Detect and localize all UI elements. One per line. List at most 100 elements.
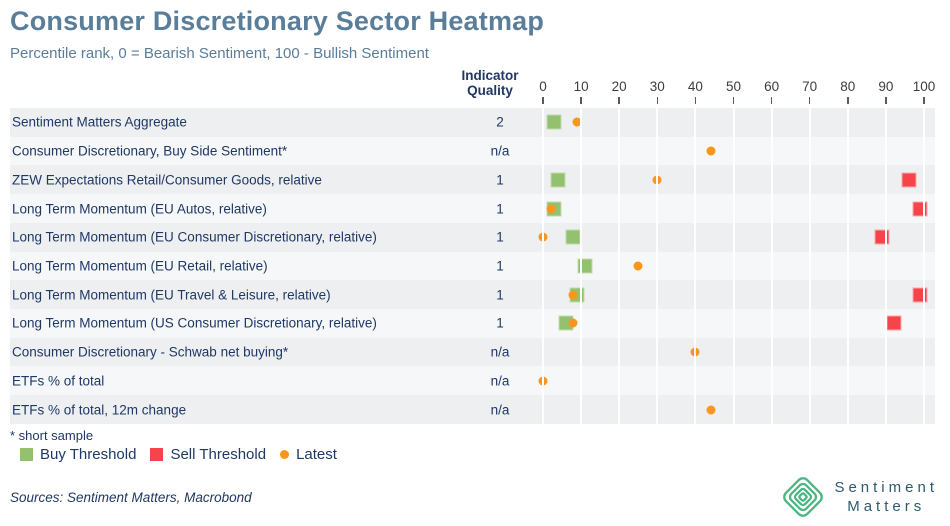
table-row: ZEW Expectations Retail/Consumer Goods, … [10, 165, 935, 195]
table-row: Long Term Momentum (US Consumer Discreti… [10, 309, 935, 338]
gridline [580, 108, 583, 424]
legend-buy-label: Buy Threshold [40, 446, 137, 463]
x-axis-tick-mark [885, 97, 887, 104]
chart-subtitle: Percentile rank, 0 = Bearish Sentiment, … [10, 45, 429, 62]
indicator-quality-value: n/a [490, 402, 510, 418]
indicator-label: Long Term Momentum (EU Retail, relative) [12, 258, 268, 274]
legend-item-latest: Latest [280, 446, 337, 463]
x-axis-ticks [10, 97, 935, 105]
table-row: Sentiment Matters Aggregate 2 [10, 108, 935, 137]
x-axis-tick-mark [923, 97, 925, 104]
gridline [618, 108, 621, 424]
x-axis-label: 10 [573, 79, 589, 94]
x-axis-label: 30 [649, 79, 665, 94]
indicator-label: Consumer Discretionary, Buy Side Sentime… [12, 143, 288, 159]
logo-line1: Sentiment [834, 479, 938, 496]
table-row: Consumer Discretionary - Schwab net buyi… [10, 337, 935, 367]
x-axis-tick-mark [847, 97, 849, 104]
indicator-quality-value: 1 [496, 229, 504, 245]
table-row: Long Term Momentum (EU Retail, relative)… [10, 251, 935, 281]
indicator-label: Consumer Discretionary - Schwab net buyi… [12, 344, 289, 360]
buy-threshold-marker [550, 172, 566, 188]
table-row: ETFs % of total, 12m change n/a [10, 395, 935, 424]
table-row: Consumer Discretionary, Buy Side Sentime… [10, 136, 935, 166]
x-axis-label: 60 [764, 79, 780, 94]
sell-threshold-marker [912, 201, 928, 217]
table-row: Long Term Momentum (EU Consumer Discreti… [10, 222, 935, 252]
latest-value-marker [568, 318, 578, 328]
indicator-quality-value: n/a [490, 373, 510, 389]
buy-threshold-marker [565, 229, 581, 245]
sell-threshold-marker [912, 287, 928, 303]
gridline [884, 108, 887, 424]
indicator-quality-value: 1 [496, 315, 504, 331]
latest-value-marker [706, 146, 716, 156]
indicator-quality-header-line1: Indicator [461, 68, 519, 83]
latest-value-marker [572, 117, 582, 127]
indicator-label: Sentiment Matters Aggregate [12, 114, 187, 130]
page-title: Consumer Discretionary Sector Heatmap [10, 6, 545, 36]
x-axis-label: 0 [539, 79, 547, 94]
indicator-quality-value: n/a [490, 143, 510, 159]
sell-threshold-marker [874, 229, 890, 245]
x-axis-tick-mark [618, 97, 620, 104]
gridline [846, 108, 849, 424]
table-row: Long Term Momentum (EU Travel & Leisure,… [10, 280, 935, 310]
indicator-label: Long Term Momentum (EU Autos, relative) [12, 201, 267, 217]
legend-item-sell: Sell Threshold [150, 446, 266, 463]
sentiment-matters-logo: Sentiment Matters [780, 474, 938, 520]
x-axis-label: 20 [611, 79, 627, 94]
logo-wordmark: Sentiment Matters [834, 478, 938, 516]
latest-dot-icon [280, 450, 290, 459]
x-axis-tick-mark [732, 97, 735, 104]
legend-latest-label: Latest [296, 446, 337, 463]
indicator-label: Long Term Momentum (US Consumer Discreti… [12, 315, 377, 331]
x-axis-tick-mark [580, 97, 582, 104]
sentiment-matters-logo-icon [783, 477, 824, 517]
table-row: Long Term Momentum (EU Autos, relative) 1 [10, 194, 935, 223]
gridline [808, 108, 811, 424]
gridline [656, 108, 659, 424]
heatmap-rows: Sentiment Matters Aggregate 2 Consumer Dis… [10, 108, 935, 424]
indicator-label: ETFs % of total, 12m change [12, 402, 187, 418]
x-axis-label: 50 [725, 79, 742, 94]
x-axis-tick-mark [770, 97, 773, 104]
indicator-quality-value: 1 [496, 287, 504, 303]
latest-value-marker [633, 261, 643, 271]
gridline [542, 108, 544, 424]
latest-value-marker [706, 405, 716, 415]
sell-threshold-marker [901, 172, 917, 188]
x-axis-label: 90 [878, 79, 894, 94]
gridline [770, 108, 773, 424]
indicator-quality-value: 1 [496, 172, 504, 188]
table-row: ETFs % of total n/a [10, 366, 935, 396]
sources-line: Sources: Sentiment Matters, Macrobond [10, 490, 252, 505]
indicator-quality-header: Indicator Quality [448, 68, 532, 98]
latest-value-marker [568, 290, 578, 300]
indicator-quality-value: 1 [496, 201, 504, 217]
gridline [923, 108, 925, 424]
indicator-quality-value: 2 [496, 114, 504, 130]
indicator-quality-value: n/a [490, 344, 510, 360]
legend: Buy Threshold Sell Threshold Latest [20, 446, 337, 463]
gridline [732, 108, 735, 424]
buy-threshold-swatch-icon [20, 448, 33, 461]
x-axis-tick-mark [542, 97, 544, 104]
latest-value-marker [546, 204, 556, 214]
gridline [694, 108, 697, 424]
x-axis-tick-mark [694, 97, 697, 104]
legend-item-buy: Buy Threshold [20, 446, 136, 463]
x-axis-tick-mark [656, 97, 659, 104]
x-axis-label: 70 [802, 79, 818, 94]
indicator-label: Long Term Momentum (EU Consumer Discreti… [12, 229, 377, 245]
x-axis-label: 80 [840, 79, 856, 94]
x-axis: 0 10 20 30 40 50 60 70 80 90 100 [10, 79, 935, 95]
x-axis-label: 40 [687, 79, 703, 94]
indicator-quality-value: 1 [496, 258, 504, 274]
sell-threshold-marker [886, 315, 902, 331]
footnote: * short sample [10, 428, 94, 443]
x-axis-tick-mark [808, 97, 811, 104]
legend-sell-label: Sell Threshold [170, 446, 267, 463]
indicator-quality-header-line2: Quality [467, 83, 513, 98]
